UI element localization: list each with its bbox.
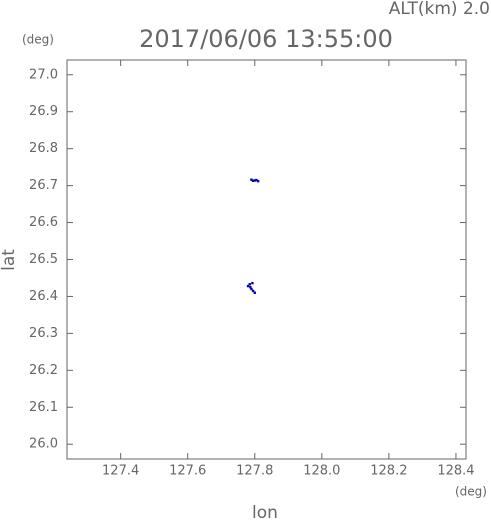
plot-frame (66, 59, 467, 460)
point (251, 281, 254, 285)
point (255, 178, 258, 182)
y-tick-label: 26.7 (29, 178, 58, 193)
y-unit: (deg) (22, 33, 54, 47)
y-tick-label: 26.8 (29, 141, 58, 156)
y-tick-label: 26.9 (29, 104, 58, 119)
chart-title: 2017/06/06 13:55:00 (139, 25, 393, 53)
point (250, 287, 253, 291)
x-unit: (deg) (455, 485, 487, 499)
y-tick-label: 26.6 (29, 215, 58, 230)
y-tick-label: 26.5 (29, 252, 58, 267)
point (246, 284, 250, 288)
x-tick-label: 127.6 (169, 464, 206, 479)
y-tick-label: 26.0 (29, 437, 58, 452)
point (256, 179, 260, 183)
y-tick-label: 27.0 (29, 67, 58, 82)
x-tick-label: 127.8 (236, 464, 273, 479)
y-tick-label: 26.2 (29, 363, 58, 378)
point (249, 286, 252, 289)
point (253, 291, 256, 294)
y-tick-label: 26.4 (29, 289, 58, 304)
annotation: ALT(km) 2.0 (389, 0, 490, 19)
point (251, 179, 255, 183)
x-tick-label: 128.0 (303, 464, 340, 479)
point (253, 179, 256, 182)
y-tick-label: 26.3 (29, 326, 58, 341)
x-tick-label: 128.4 (437, 464, 474, 479)
point (251, 289, 255, 293)
point (250, 178, 253, 181)
point (248, 283, 251, 286)
y-axis-label: lat (0, 249, 19, 271)
x-tick-label: 128.2 (370, 464, 407, 479)
y-tick-label: 26.1 (29, 400, 58, 415)
x-tick-label: 127.4 (102, 464, 139, 479)
x-axis-label: lon (252, 503, 278, 521)
